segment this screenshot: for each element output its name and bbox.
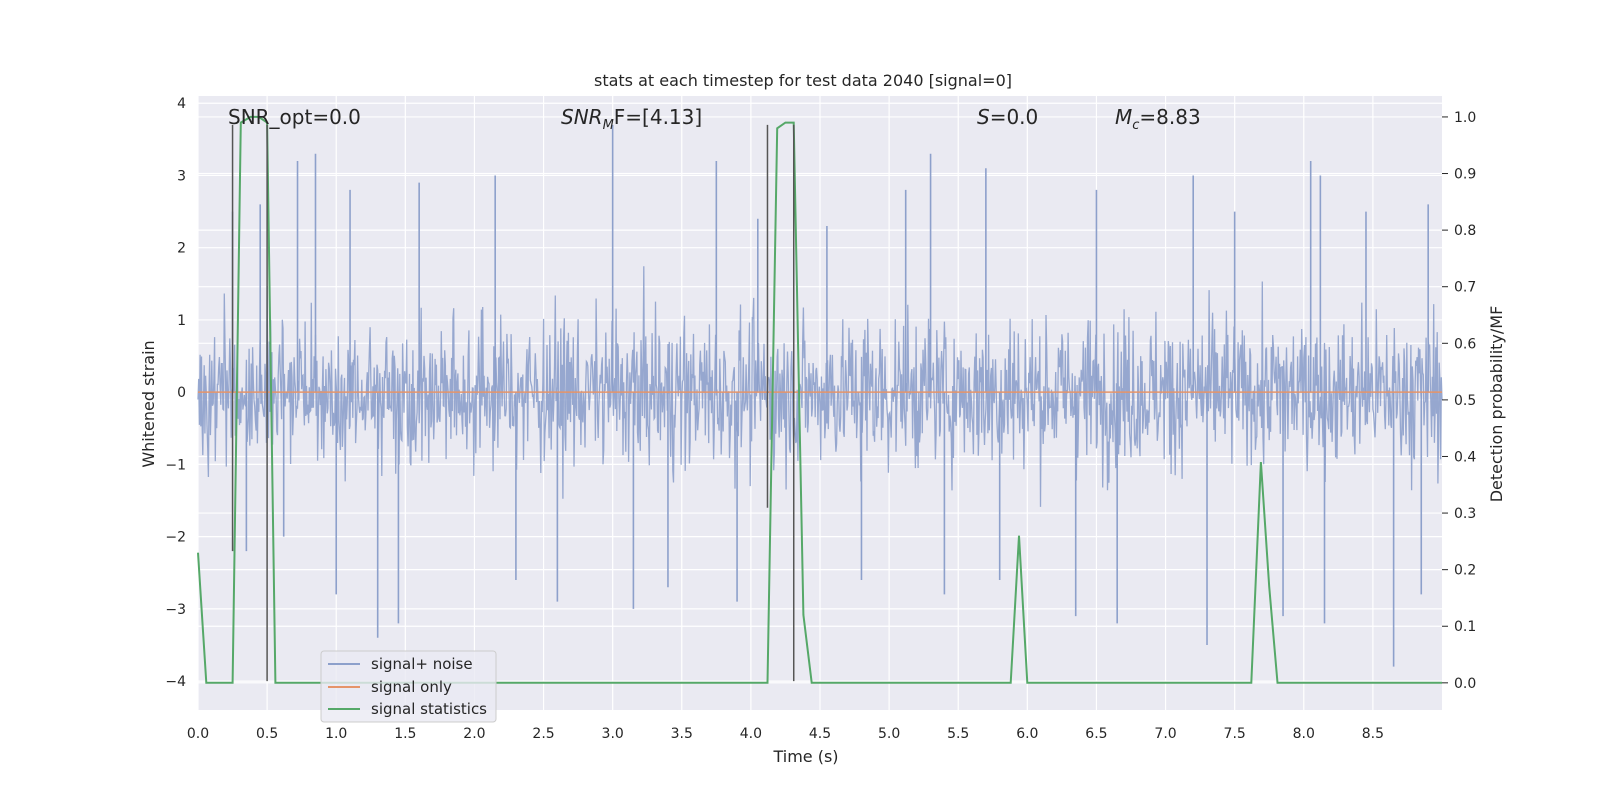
x-tick-labels: 0.0 0.5 1.0 1.5 2.0 2.5 3.0 3.5 4.0 4.5 5.0 5.5 6.0 6…	[187, 726, 1384, 742]
y-right-tick-labels: 0.0 0.1 0.2 0.3 0.4 0.5 0.6 0.7 0.8 0.9 1.0	[1442, 110, 1476, 692]
s-symbol: S	[977, 105, 990, 129]
y-right-tick-label: 0.5	[1454, 393, 1476, 409]
y-right-tick-label: 0.4	[1454, 449, 1476, 465]
x-tick-label: 6.0	[1016, 726, 1038, 742]
vertical-markers	[231, 124, 795, 682]
signal-noise-series	[197, 124, 1443, 667]
snr-mf-value: F=[4.13]	[614, 105, 702, 129]
snr-mf-symbol: SNR	[561, 105, 603, 129]
x-tick-label: 1.0	[325, 726, 347, 742]
y-tick-label: −1	[165, 457, 186, 473]
y-tick-label: 0	[177, 385, 186, 401]
y-tick-label: −3	[165, 602, 186, 618]
snr-mf-subscript: M	[603, 118, 614, 133]
y-right-tick-label: 0.2	[1454, 563, 1476, 579]
x-tick-label: 5.5	[947, 726, 969, 742]
annotation-snr-opt: SNR_opt=0.0	[228, 105, 361, 129]
signal-statistics-series	[197, 115, 1442, 684]
x-tick-label: 5.0	[878, 726, 900, 742]
s-value: =0.0	[990, 105, 1039, 129]
x-tick-label: 3.0	[602, 726, 624, 742]
x-tick-label: 8.0	[1293, 726, 1315, 742]
mc-subscript: c	[1132, 118, 1139, 133]
x-tick-label: 3.5	[671, 726, 693, 742]
y-tick-label: 4	[177, 96, 186, 112]
y-right-tick-label: 0.7	[1454, 280, 1476, 296]
y-tick-label: 3	[177, 168, 186, 184]
x-tick-label: 0.5	[256, 726, 278, 742]
x-tick-label: 6.5	[1085, 726, 1107, 742]
y-tick-label: 2	[177, 241, 186, 257]
legend: signal+ noise signal only signal statist…	[320, 650, 497, 723]
legend-label-signal-noise: signal+ noise	[371, 655, 473, 673]
y-right-tick-label: 1.0	[1454, 110, 1476, 126]
x-tick-label: 7.0	[1154, 726, 1176, 742]
legend-box	[320, 650, 497, 723]
signal-statistics-line	[197, 115, 1442, 684]
mc-value: =8.83	[1139, 105, 1200, 129]
x-tick-label: 4.0	[740, 726, 762, 742]
x-tick-label: 2.0	[463, 726, 485, 742]
y-tick-label: −4	[165, 674, 186, 690]
x-tick-label: 7.5	[1224, 726, 1246, 742]
x-tick-label: 8.5	[1362, 726, 1384, 742]
x-tick-label: 1.5	[394, 726, 416, 742]
chart-title: stats at each timestep for test data 204…	[594, 71, 1012, 90]
y-right-axis-label: Detection probability/MF	[1487, 306, 1506, 503]
x-axis-label: Time (s)	[772, 747, 838, 766]
y-right-tick-label: 0.1	[1454, 619, 1476, 635]
y-tick-labels: −4 −3 −2 −1 0 1 2 3 4	[165, 96, 186, 690]
y-right-tick-label: 0.3	[1454, 506, 1476, 522]
x-tick-label: 2.5	[532, 726, 554, 742]
annotation-mc: Mc=8.83	[1115, 105, 1201, 133]
legend-label-signal-statistics: signal statistics	[371, 700, 487, 718]
annotation-s: S=0.0	[977, 105, 1038, 129]
mc-symbol: M	[1115, 105, 1132, 129]
y-axis-label: Whitened strain	[139, 340, 158, 467]
legend-label-signal-only: signal only	[371, 678, 452, 696]
y-right-tick-label: 0.8	[1454, 223, 1476, 239]
y-tick-label: −2	[165, 530, 186, 546]
y-right-tick-label: 0.0	[1454, 676, 1476, 692]
annotation-snr-mf: SNRMF=[4.13]	[561, 105, 702, 133]
x-tick-label: 0.0	[187, 726, 209, 742]
y-right-tick-label: 0.9	[1454, 167, 1476, 183]
y-tick-label: 1	[177, 313, 186, 329]
y-right-tick-label: 0.6	[1454, 336, 1476, 352]
x-tick-label: 4.5	[809, 726, 831, 742]
